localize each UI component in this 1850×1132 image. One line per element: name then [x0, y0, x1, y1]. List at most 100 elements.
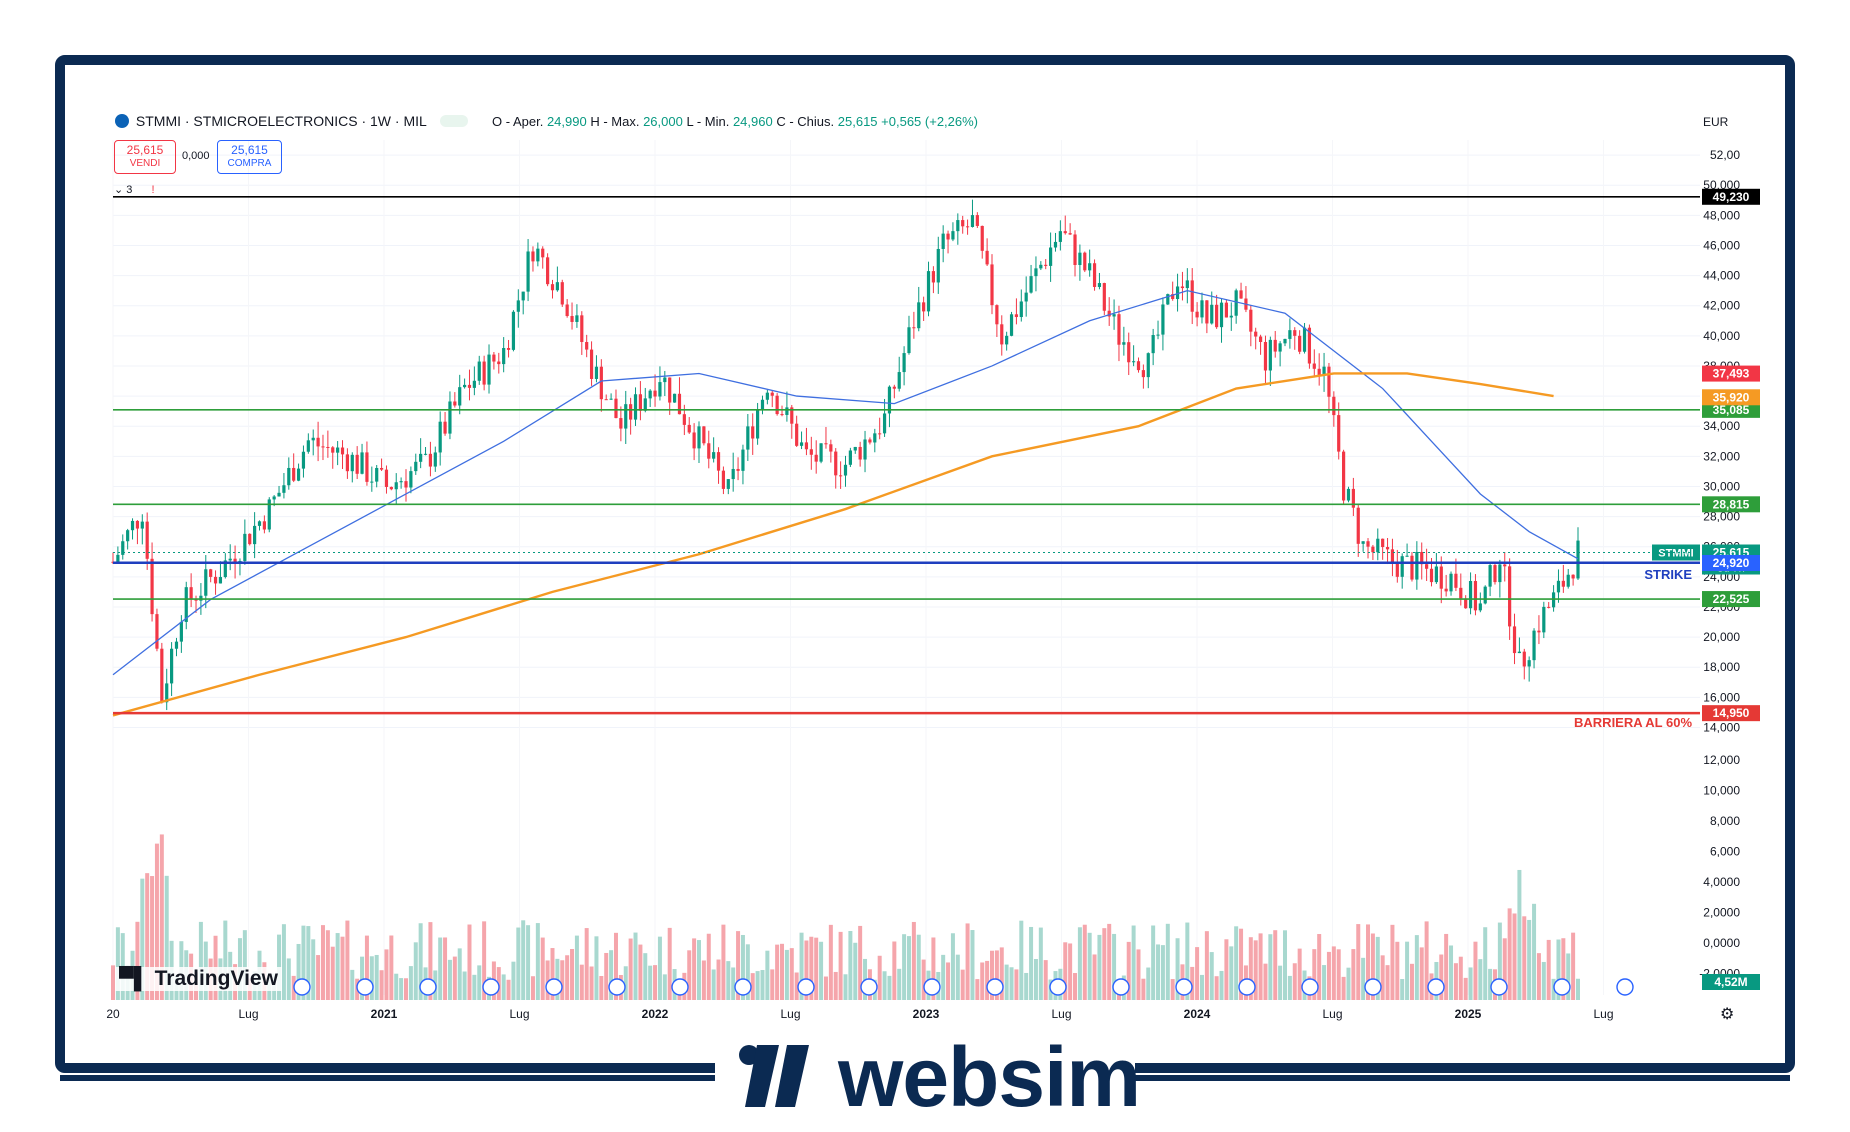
volume-bar: [1488, 968, 1493, 1000]
volume-bar: [511, 961, 516, 1000]
candle-body: [624, 404, 628, 429]
volume-bar: [648, 965, 653, 1000]
dividend-marker[interactable]: [608, 978, 626, 996]
y-tick-label: 32,000: [1703, 449, 1740, 463]
candle-body: [555, 282, 559, 291]
candle-body: [282, 485, 286, 493]
volume-bar: [394, 973, 399, 1000]
dividend-marker[interactable]: [1049, 978, 1067, 996]
dividend-marker[interactable]: [1553, 978, 1571, 996]
candle-body: [965, 226, 970, 228]
dividend-marker[interactable]: [1490, 978, 1508, 996]
dividend-marker[interactable]: [734, 978, 752, 996]
level-price-tag: [1702, 496, 1760, 513]
volume-bar: [965, 923, 970, 1000]
candle-body: [336, 447, 340, 453]
candle-body: [1454, 573, 1458, 588]
candle-body: [536, 248, 540, 262]
volume-bar: [604, 952, 609, 1000]
dividend-marker[interactable]: [419, 978, 437, 996]
volume-bar: [906, 936, 911, 1000]
volume-bar: [413, 942, 418, 1000]
candle-body: [961, 220, 965, 227]
candle-body: [326, 446, 330, 448]
volume-bar: [1449, 945, 1454, 1000]
volume-tag: [1702, 974, 1760, 990]
volume-bar: [560, 960, 565, 1000]
candle-body: [1063, 231, 1067, 234]
dividend-marker[interactable]: [1427, 978, 1445, 996]
dividend-marker[interactable]: [545, 978, 563, 996]
volume-bar: [482, 921, 487, 1000]
candle-body: [482, 361, 486, 385]
buy-button[interactable]: 25,615 COMPRA: [217, 140, 282, 174]
volume-bar: [1019, 920, 1024, 1000]
candle-body: [1171, 294, 1175, 300]
indicators-toggle[interactable]: ⌄ 3 !: [114, 183, 155, 196]
dividend-marker[interactable]: [482, 978, 500, 996]
volume-bar: [1283, 930, 1287, 1000]
candle-body: [506, 348, 511, 350]
volume-bar: [1287, 975, 1292, 1000]
dividend-marker[interactable]: [923, 978, 941, 996]
dividend-marker[interactable]: [1616, 978, 1634, 996]
volume-bar: [1229, 946, 1234, 1000]
volume-bar: [1405, 941, 1410, 1000]
brand-logo-area: [715, 1035, 1135, 1115]
dividend-marker[interactable]: [1112, 978, 1130, 996]
dividend-marker[interactable]: [293, 978, 311, 996]
dividend-marker[interactable]: [986, 978, 1004, 996]
volume-bar: [1385, 965, 1390, 1000]
volume-bar: [1214, 976, 1219, 1000]
candle-body: [1508, 566, 1512, 627]
dividend-marker[interactable]: [356, 978, 374, 996]
candle-body: [409, 471, 413, 488]
volume-bar: [1024, 972, 1029, 1000]
candle-body: [1576, 540, 1580, 579]
candle-body: [1141, 370, 1145, 378]
volume-bar: [1414, 935, 1419, 1000]
volume-bar: [916, 934, 921, 1000]
candle-body: [448, 401, 452, 434]
volume-bar: [535, 923, 540, 1000]
candle-body: [1200, 300, 1204, 318]
candle-body: [492, 354, 496, 362]
candle-body: [785, 407, 789, 415]
candle-body: [1556, 580, 1561, 593]
market-status-icon[interactable]: [440, 115, 469, 127]
volume-bar: [697, 940, 701, 1000]
volume-bar: [990, 950, 994, 1000]
candle-body: [267, 499, 271, 530]
volume-bar: [1263, 963, 1268, 1000]
ma-fast-line: [112, 289, 1579, 676]
candle-body: [497, 361, 501, 365]
candle-body: [1532, 630, 1536, 661]
candle-body: [116, 554, 120, 563]
candle-body: [1073, 234, 1077, 265]
candle-body: [638, 394, 642, 411]
level-price-tag: [1702, 705, 1760, 722]
dividend-marker[interactable]: [1238, 978, 1256, 996]
dividend-marker[interactable]: [1301, 978, 1319, 996]
candle-body: [355, 454, 359, 474]
dividend-marker[interactable]: [797, 978, 815, 996]
volume-bar: [154, 843, 159, 1000]
candle-body: [1117, 314, 1121, 345]
high-label: H - Max.: [590, 114, 640, 129]
candle-body: [1302, 327, 1307, 352]
volume-bar: [970, 930, 975, 1000]
dividend-marker[interactable]: [1364, 978, 1382, 996]
volume-bar: [1185, 922, 1190, 1000]
volume-bar: [1004, 964, 1009, 1000]
gear-icon[interactable]: ⚙: [1720, 1006, 1735, 1023]
currency-label[interactable]: EUR: [1703, 115, 1729, 129]
volume-bar: [526, 925, 531, 1000]
dividend-marker[interactable]: [671, 978, 689, 996]
candle-body: [1351, 488, 1355, 508]
candle-body: [277, 492, 281, 497]
candle-body: [121, 541, 125, 555]
candle-body: [946, 233, 950, 240]
sell-button[interactable]: 25,615 VENDI: [114, 140, 176, 174]
dividend-marker[interactable]: [860, 978, 878, 996]
dividend-marker[interactable]: [1175, 978, 1193, 996]
